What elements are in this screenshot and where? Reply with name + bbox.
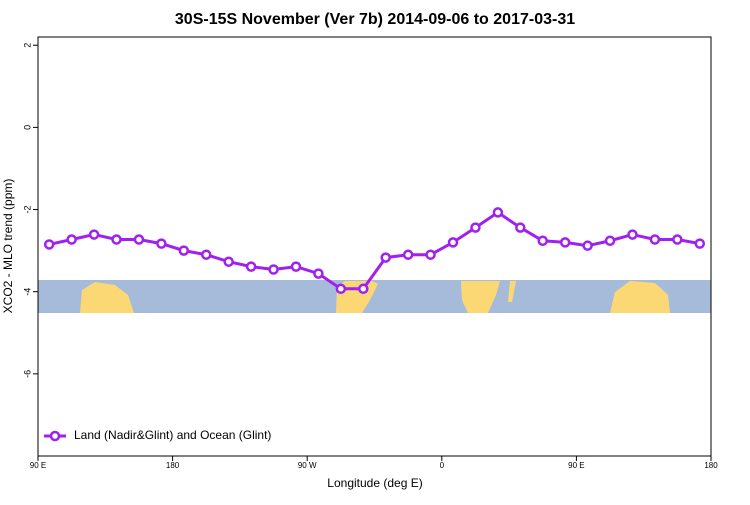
point bbox=[402, 249, 414, 260]
point bbox=[380, 252, 391, 263]
point bbox=[201, 249, 212, 260]
point bbox=[290, 261, 302, 272]
point bbox=[604, 235, 616, 246]
y-tick-label: -4 bbox=[22, 288, 32, 296]
point bbox=[425, 249, 436, 260]
point bbox=[492, 207, 504, 218]
legend-label: Land (Nadir&Glint) and Ocean (Glint) bbox=[74, 428, 271, 442]
point bbox=[672, 234, 683, 245]
y-tick-label: -6 bbox=[22, 370, 32, 378]
y-tick-label: 0 bbox=[22, 125, 32, 130]
legend-marker bbox=[49, 430, 61, 442]
land bbox=[80, 282, 134, 313]
land bbox=[508, 281, 516, 302]
point bbox=[66, 234, 77, 245]
x-tick-label: 90 W bbox=[298, 461, 317, 470]
x-tick-label: 180 bbox=[704, 461, 718, 470]
x-axis-label: Longitude (deg E) bbox=[327, 476, 422, 490]
point bbox=[111, 234, 122, 245]
point bbox=[178, 245, 190, 256]
x-tick-label: 180 bbox=[166, 461, 180, 470]
point bbox=[470, 222, 481, 233]
point bbox=[559, 237, 571, 248]
x-tick-label: 0 bbox=[440, 461, 445, 470]
land bbox=[610, 281, 670, 313]
point bbox=[649, 234, 661, 245]
x-tick-label: 90 E bbox=[30, 461, 46, 470]
y-tick-label: -2 bbox=[22, 206, 32, 214]
point bbox=[245, 261, 257, 272]
point bbox=[43, 239, 55, 250]
point bbox=[537, 235, 548, 246]
y-axis-label: XCO2 - MLO trend (ppm) bbox=[1, 179, 15, 314]
point bbox=[88, 229, 100, 240]
chart-title: 30S-15S November (Ver 7b) 2014-09-06 to … bbox=[175, 11, 575, 28]
y-tick-label: 2 bbox=[22, 43, 32, 48]
point bbox=[268, 264, 279, 275]
point bbox=[313, 268, 324, 279]
plot-frame bbox=[37, 36, 712, 457]
point bbox=[582, 240, 593, 251]
point bbox=[335, 283, 347, 295]
point bbox=[515, 222, 526, 233]
point bbox=[156, 238, 167, 249]
map-strip bbox=[38, 280, 711, 313]
series-line bbox=[48, 210, 701, 291]
point bbox=[133, 234, 145, 245]
land bbox=[461, 281, 500, 313]
point bbox=[223, 256, 234, 267]
point bbox=[447, 237, 459, 248]
point bbox=[627, 229, 638, 240]
point bbox=[694, 238, 706, 249]
point bbox=[358, 283, 369, 295]
x-tick-label: 90 E bbox=[568, 461, 584, 470]
